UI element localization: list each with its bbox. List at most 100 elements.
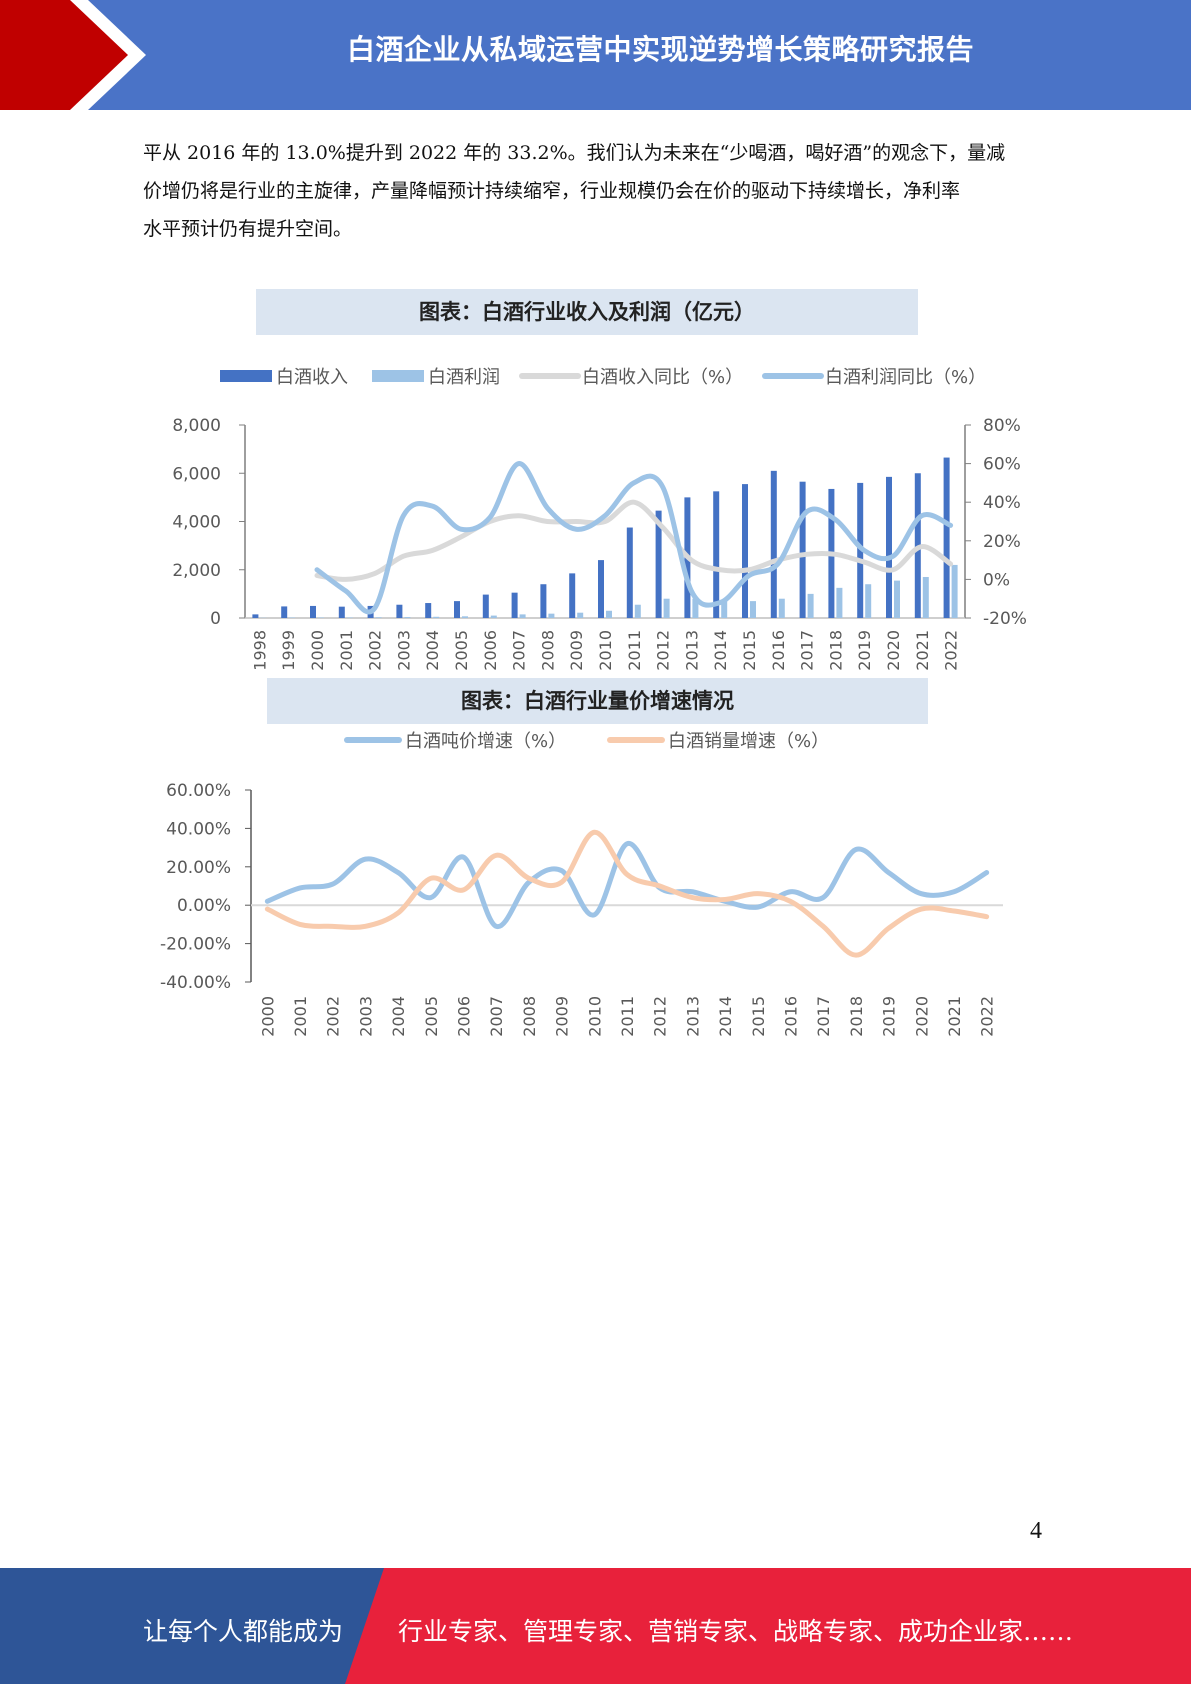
profit-bar — [519, 614, 526, 618]
x-tick-label: 2012 — [654, 630, 673, 671]
y-tick-label: 40.00% — [166, 819, 231, 839]
profit-bar — [750, 601, 756, 618]
profit-bar — [606, 610, 612, 618]
revenue-bar — [655, 510, 662, 618]
revenue-bar — [799, 481, 806, 618]
page-number: 4 — [1030, 1518, 1042, 1544]
x-tick-label: 2009 — [567, 630, 586, 671]
x-tick-label: 2001 — [291, 996, 310, 1037]
profit-bar — [778, 598, 785, 618]
profit-bar — [951, 564, 958, 618]
x-tick-label: 2022 — [942, 630, 961, 671]
revenue-bar — [943, 457, 950, 618]
x-tick-label: 2004 — [389, 996, 408, 1037]
profit-bar — [663, 598, 670, 618]
x-tick-label: 2005 — [422, 996, 441, 1037]
x-tick-label: 2011 — [618, 996, 637, 1037]
right-tick-label: 80% — [983, 416, 1021, 436]
right-tick-label: 40% — [983, 493, 1021, 513]
profit-bar — [462, 616, 468, 618]
x-tick-label: 2014 — [716, 996, 735, 1037]
legend-label: 白酒销量增速（%） — [668, 731, 829, 752]
report-title: 白酒企业从私域运营中实现逆势增长策略研究报告 — [346, 33, 974, 66]
legend-label: 白酒吨价增速（%） — [405, 731, 566, 752]
revenue-bar — [454, 601, 460, 618]
right-tick-label: -20% — [983, 609, 1027, 629]
revenue-bar — [770, 470, 777, 618]
revenue-yoy-line — [314, 499, 954, 582]
x-tick-label: 2010 — [585, 996, 604, 1037]
revenue-bar — [886, 476, 892, 618]
profit-bar — [490, 615, 497, 618]
paragraph-line: 价增仍将是行业的主旋律，产量降幅预计持续缩窄，行业规模仍会在价的驱动下持续增长，… — [143, 180, 961, 202]
profit-bar — [807, 593, 814, 618]
x-tick-label: 2010 — [596, 630, 615, 671]
x-tick-label: 2000 — [258, 996, 277, 1037]
legend-swatch — [220, 370, 272, 382]
y-tick-label: 60.00% — [166, 781, 231, 801]
x-tick-label: 2013 — [682, 630, 701, 671]
header-arrow-decoration — [0, 0, 146, 110]
x-tick-label: 2004 — [423, 630, 442, 671]
left-tick-label: 0 — [210, 609, 221, 629]
x-tick-label: 2021 — [913, 630, 932, 671]
revenue-bar — [310, 605, 316, 618]
volume-growth-line — [264, 829, 990, 958]
footer-background — [0, 1568, 1191, 1684]
x-tick-label: 2009 — [553, 996, 572, 1037]
profit-bar — [865, 584, 872, 618]
revenue-bar — [569, 573, 576, 618]
x-tick-label: 2011 — [625, 630, 644, 671]
revenue-bar — [742, 484, 748, 618]
footer-banner: 让每个人都能成为 行业专家、管理专家、营销专家、战略专家、成功企业家…… — [0, 1568, 1191, 1684]
legend-label: 白酒利润 — [428, 367, 500, 388]
x-tick-label: 2008 — [520, 996, 539, 1037]
x-tick-label: 2002 — [366, 630, 385, 671]
profit-bar — [634, 604, 641, 618]
legend-label: 白酒收入同比（%） — [582, 367, 743, 388]
x-tick-label: 2017 — [814, 996, 833, 1037]
footer-slogan-right: 行业专家、管理专家、营销专家、战略专家、成功企业家…… — [398, 1617, 1074, 1646]
x-tick-label: 2003 — [356, 996, 375, 1037]
y-tick-label: 20.00% — [166, 858, 231, 878]
x-tick-label: 2007 — [510, 630, 529, 671]
x-tick-label: 2006 — [455, 996, 474, 1037]
header-banner: 白酒企业从私域运营中实现逆势增长策略研究报告 — [0, 0, 1191, 110]
x-tick-label: 1998 — [250, 630, 269, 671]
y-tick-label: -40.00% — [160, 973, 231, 993]
x-tick-label: 2015 — [749, 996, 768, 1037]
left-tick-label: 6,000 — [172, 464, 221, 484]
x-tick-label: 2022 — [978, 996, 997, 1037]
right-tick-label: 0% — [983, 570, 1010, 590]
profit-bar — [375, 617, 382, 618]
revenue-bar — [626, 527, 633, 618]
x-tick-label: 2008 — [538, 630, 557, 671]
paragraph-line: 水平预计仍有提升空间。 — [143, 218, 353, 240]
legend-label: 白酒利润同比（%） — [825, 367, 986, 388]
chart2-title: 图表：白酒行业量价增速情况 — [267, 678, 928, 724]
x-tick-label: 2000 — [308, 630, 327, 671]
x-tick-label: 2018 — [847, 996, 866, 1037]
x-tick-label: 2007 — [487, 996, 506, 1037]
right-tick-label: 20% — [983, 532, 1021, 552]
profit-bar — [433, 616, 440, 618]
profit-bar — [577, 612, 584, 618]
body-paragraph: 平从 2016 年的 13.0%提升到 2022 年的 33.2%。我们认为未来… — [143, 134, 1053, 248]
profit-yoy-line — [314, 461, 954, 615]
profit-bar — [922, 576, 929, 618]
profit-bar — [548, 613, 555, 618]
revenue-bar — [281, 606, 288, 618]
profit-bar — [721, 601, 728, 618]
revenue-bar — [396, 604, 403, 618]
y-tick-label: 0.00% — [177, 896, 231, 916]
paragraph-line: 平从 2016 年的 13.0%提升到 2022 年的 33.2%。我们认为未来… — [143, 142, 1006, 164]
profit-bar — [692, 598, 699, 618]
right-tick-label: 60% — [983, 455, 1021, 475]
profit-bar — [404, 617, 411, 618]
x-tick-label: 2016 — [769, 630, 788, 671]
price-growth-line — [264, 841, 990, 929]
x-tick-label: 2005 — [452, 630, 471, 671]
revenue-bar — [338, 606, 345, 618]
left-tick-label: 4,000 — [172, 513, 221, 533]
profit-bar — [836, 587, 843, 618]
